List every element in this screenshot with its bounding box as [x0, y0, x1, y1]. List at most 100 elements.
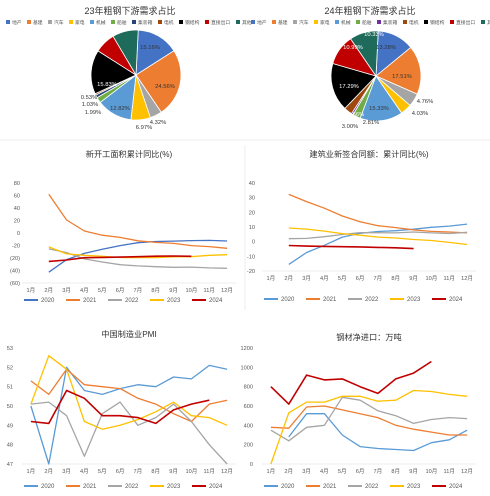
data-label: 1.99% [85, 110, 101, 116]
legend-label: 基建 [33, 19, 43, 26]
data-label: 0.53% [81, 95, 97, 101]
legend-label: 2023 [407, 484, 421, 490]
y-tick-label: 1200 [241, 346, 253, 352]
x-tick-label: 12月 [221, 287, 233, 294]
x-tick-label: 10月 [186, 468, 198, 475]
legend-label: 2022 [125, 298, 139, 304]
series-line-2020 [288, 223, 468, 265]
x-tick-label: 10月 [426, 468, 438, 475]
x-tick-label: 7月 [134, 468, 143, 475]
x-tick-label: 1月 [27, 468, 36, 475]
y-tick-label: (20) [10, 256, 20, 262]
data-label: 4.03% [412, 111, 428, 117]
legend-label: 2024 [209, 484, 223, 490]
series-line-2024 [48, 255, 192, 263]
series-line-2024 [270, 360, 432, 405]
legend-label: 2020 [281, 484, 295, 490]
y-tick-label: 0 [250, 462, 253, 468]
legend-label: 电机 [164, 19, 174, 26]
legend-label: 家电 [320, 19, 330, 26]
data-label: 2.81% [363, 120, 379, 126]
data-label: 4.32% [150, 120, 166, 126]
data-label: 10.99% [343, 45, 363, 51]
x-tick-label: 6月 [116, 287, 125, 294]
series-line-2024 [30, 389, 210, 425]
pie-slice [135, 50, 182, 113]
legend-swatch [293, 20, 297, 24]
x-tick-label: 4月 [80, 468, 89, 475]
x-tick-label: 8月 [391, 468, 400, 475]
y-tick-label: -10 [247, 254, 255, 260]
x-tick-label: 11月 [204, 287, 215, 294]
y-tick-label: (60) [10, 281, 20, 287]
legend-label: 2023 [167, 484, 181, 490]
x-tick-label: 4月 [320, 468, 329, 475]
x-tick-label: 8月 [151, 468, 160, 475]
legend-swatch [69, 20, 73, 24]
legend-label: 家电 [75, 19, 85, 26]
x-tick-label: 5月 [338, 275, 347, 282]
x-tick-label: 2月 [284, 468, 293, 475]
x-tick-label: 5月 [338, 468, 347, 475]
data-label: 17.29% [339, 84, 359, 90]
series-line-2023 [30, 355, 228, 430]
legend-swatch [335, 20, 339, 24]
data-label: 3.00% [342, 124, 358, 130]
x-tick-label: 11月 [444, 468, 455, 475]
legend-swatch [356, 20, 360, 24]
data-label: 15.16% [140, 45, 160, 51]
x-tick-label: 3月 [62, 468, 71, 475]
series-line-2021 [288, 193, 468, 234]
pie-slice [112, 29, 139, 77]
y-tick-label: (40) [10, 269, 20, 275]
legend-label: 钢结构 [185, 19, 200, 26]
x-tick-label: 12月 [461, 275, 473, 282]
x-tick-label: 12月 [461, 468, 473, 475]
legend-label: 机械 [96, 19, 106, 26]
legend-label: 2024 [449, 484, 463, 490]
x-tick-label: 8月 [391, 275, 400, 282]
legend-swatch [205, 20, 209, 24]
legend-swatch [158, 20, 162, 24]
y-tick-label: 0 [252, 240, 255, 246]
data-label: 4.76% [417, 99, 433, 105]
x-tick-label: 9月 [169, 468, 178, 475]
x-tick-label: 11月 [444, 275, 455, 282]
y-tick-label: 0 [17, 231, 20, 237]
pie-slice [375, 46, 422, 95]
x-tick-label: 2月 [284, 275, 293, 282]
series-line-2021 [270, 405, 468, 436]
x-tick-label: 4月 [320, 275, 329, 282]
legend-swatch [251, 20, 255, 24]
legend-label: 2020 [281, 297, 295, 303]
x-tick-label: 3月 [62, 287, 71, 294]
chart-title: 23年粗钢下游需求占比 [84, 5, 175, 16]
x-tick-label: 4月 [80, 287, 89, 294]
data-label: 1.03% [82, 102, 98, 108]
series-line-2020 [288, 413, 468, 452]
legend-label: 2020 [41, 484, 55, 490]
legend-label: 其他 [242, 19, 252, 26]
x-tick-label: 2月 [44, 287, 53, 294]
legend-label: 2021 [323, 484, 337, 490]
data-label: 12.82% [110, 106, 130, 112]
series-line-2024 [288, 244, 414, 250]
x-tick-label: 1月 [267, 275, 276, 282]
y-tick-label: 51 [7, 385, 13, 391]
legend-label: 集装箱 [138, 19, 153, 26]
legend-label: 2024 [449, 297, 463, 303]
chart-title: 新开工面积累计同比(%) [86, 149, 173, 159]
y-tick-label: 1000 [241, 365, 253, 371]
y-tick-label: 40 [249, 181, 255, 187]
pie-slice [350, 30, 379, 78]
pie-slice [90, 50, 137, 95]
y-tick-label: 200 [244, 443, 253, 449]
y-tick-label: 40 [14, 206, 20, 212]
data-label: 15.33% [369, 106, 389, 112]
legend-label: 直接出口 [211, 19, 230, 26]
legend-label: 2021 [323, 297, 337, 303]
chart-title: 建筑业新签合同额：累计同比(%) [309, 149, 428, 159]
x-tick-label: 3月 [302, 275, 311, 282]
x-tick-label: 12月 [221, 468, 233, 475]
